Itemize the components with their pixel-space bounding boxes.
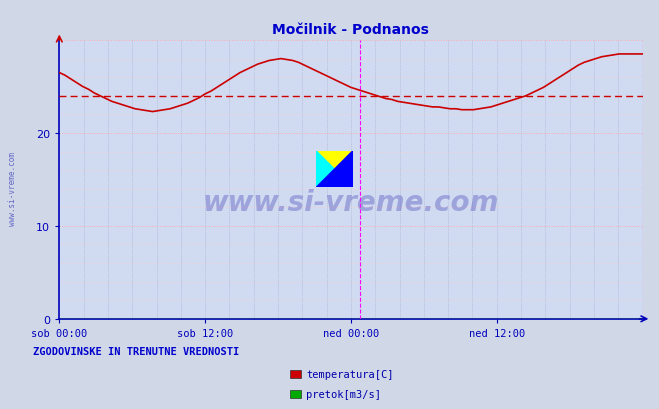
Text: www.si-vreme.com: www.si-vreme.com <box>8 151 17 225</box>
Title: Močilnik - Podnanos: Močilnik - Podnanos <box>272 23 430 37</box>
Polygon shape <box>316 152 353 188</box>
Text: pretok[m3/s]: pretok[m3/s] <box>306 389 382 399</box>
Polygon shape <box>316 152 353 188</box>
Text: ZGODOVINSKE IN TRENUTNE VREDNOSTI: ZGODOVINSKE IN TRENUTNE VREDNOSTI <box>33 346 239 356</box>
Text: www.si-vreme.com: www.si-vreme.com <box>203 188 499 216</box>
Text: temperatura[C]: temperatura[C] <box>306 369 394 379</box>
Polygon shape <box>316 152 353 188</box>
